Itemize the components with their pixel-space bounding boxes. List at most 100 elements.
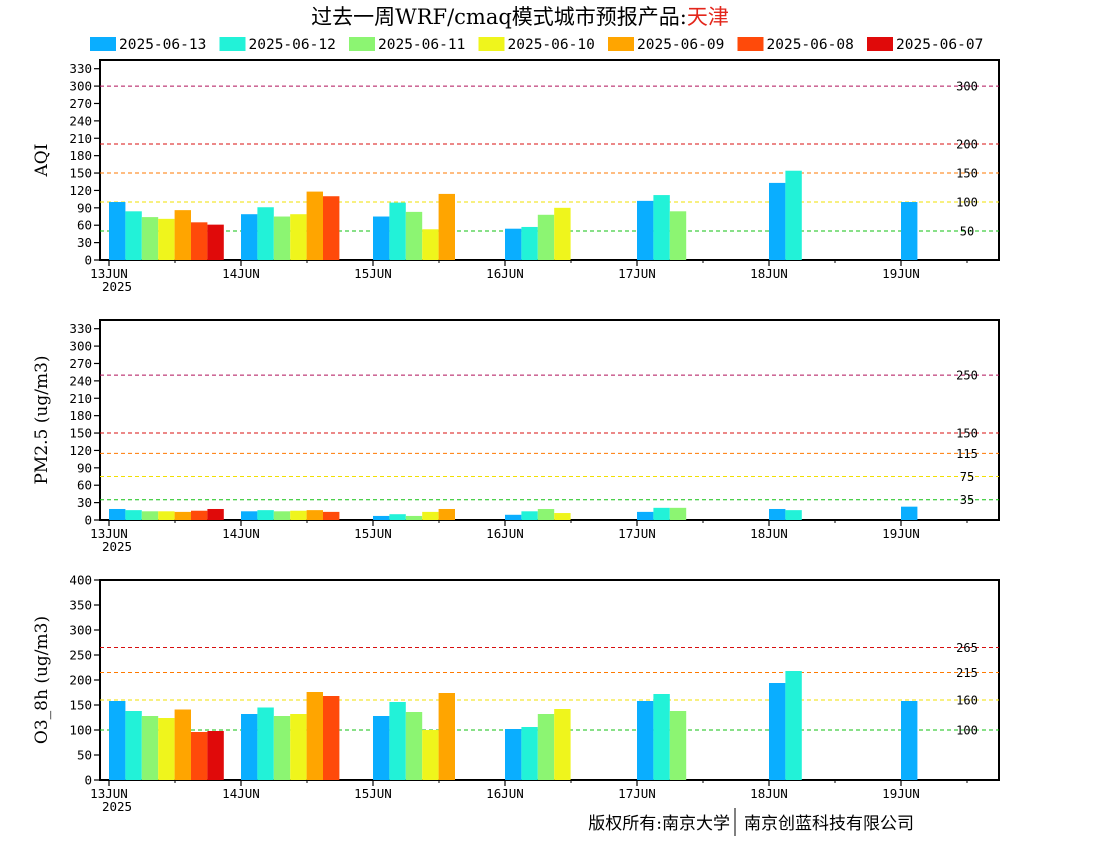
bar	[422, 511, 439, 520]
bar	[257, 707, 274, 780]
bar	[207, 508, 224, 520]
bar	[323, 196, 340, 260]
bar	[438, 693, 455, 780]
legend-swatch	[349, 37, 375, 51]
bar	[158, 218, 175, 260]
bar	[109, 202, 126, 260]
threshold-label: 215	[956, 666, 978, 680]
bar	[273, 511, 291, 520]
bar	[389, 202, 406, 260]
y-tick-label: 150	[69, 166, 92, 181]
bar	[141, 217, 159, 260]
bar	[637, 200, 654, 260]
bar	[241, 511, 258, 520]
x-tick-label: 14JUN	[222, 786, 260, 801]
legend-label: 2025-06-09	[637, 37, 724, 53]
y-tick-label: 120	[69, 183, 92, 198]
y-tick-label: 180	[69, 148, 92, 163]
bar	[669, 711, 687, 780]
x-tick-label: 18JUN	[750, 266, 788, 281]
bar	[373, 716, 390, 780]
bar	[438, 193, 455, 260]
y-tick-label: 100	[69, 723, 92, 738]
bar	[174, 709, 191, 780]
legend-swatch	[478, 37, 505, 51]
x-tick-label: 15JUN	[354, 526, 392, 541]
y-tick-label: 350	[69, 598, 92, 613]
threshold-label: 150	[956, 167, 978, 181]
bar	[306, 510, 323, 520]
bar	[637, 511, 654, 520]
legend-label: 2025-06-13	[119, 37, 206, 53]
bar	[109, 508, 126, 520]
bar	[901, 701, 918, 780]
y-tick-label: 200	[69, 673, 92, 688]
bar	[306, 692, 323, 780]
x-year-label: 2025	[102, 279, 132, 294]
bar	[257, 510, 274, 520]
bar	[290, 714, 307, 780]
x-tick-label: 19JUN	[882, 526, 920, 541]
y-tick-label: 300	[69, 79, 92, 94]
bar	[273, 216, 291, 260]
legend-swatch	[219, 37, 246, 51]
bar	[158, 511, 175, 520]
bar	[241, 714, 258, 780]
bar	[769, 683, 786, 780]
legend-label: 2025-06-12	[249, 37, 336, 53]
x-tick-label: 16JUN	[486, 786, 524, 801]
legend-label: 2025-06-11	[378, 37, 465, 53]
bar	[125, 510, 142, 520]
bar	[389, 702, 406, 780]
legend: 2025-06-13 2025-06-12 2025-06-11 2025-06-10…	[90, 37, 983, 53]
y-axis-label: AQI	[32, 144, 52, 178]
bar	[521, 727, 538, 780]
y-tick-label: 120	[69, 443, 92, 458]
x-tick-label: 16JUN	[486, 526, 524, 541]
footer-company: 南京创蓝科技有限公司	[744, 814, 914, 834]
chart-panels: AQI0306090120150180210240270300330300200…	[32, 59, 1000, 814]
x-tick-label: 19JUN	[882, 266, 920, 281]
threshold-label: 300	[956, 80, 978, 94]
y-tick-label: 90	[77, 460, 92, 475]
bar	[769, 508, 786, 520]
x-tick-label: 17JUN	[618, 786, 656, 801]
y-tick-label: 270	[69, 356, 92, 371]
chart-title: 过去一周WRF/cmaq模式城市预报产品:天津	[311, 5, 729, 29]
x-tick-label: 13JUN	[90, 786, 128, 801]
bar	[373, 216, 390, 260]
bar	[389, 514, 406, 520]
y-tick-label: 400	[69, 573, 92, 588]
bar	[901, 506, 918, 520]
y-axis-label: PM2.5 (ug/m3)	[32, 355, 52, 484]
threshold-label: 150	[956, 427, 978, 441]
legend-label: 2025-06-08	[767, 37, 854, 53]
bar	[653, 195, 670, 260]
legend-swatch	[608, 37, 634, 51]
x-tick-label: 13JUN	[90, 266, 128, 281]
y-tick-label: 60	[77, 478, 92, 493]
bar	[901, 202, 918, 260]
threshold-label: 100	[956, 196, 978, 210]
x-tick-label: 14JUN	[222, 266, 260, 281]
y-tick-label: 180	[69, 408, 92, 423]
y-tick-label: 330	[69, 61, 92, 76]
bar	[405, 211, 423, 260]
bar	[669, 211, 687, 260]
threshold-label: 250	[956, 369, 978, 383]
x-tick-label: 17JUN	[618, 266, 656, 281]
bar	[637, 701, 654, 780]
panel-1: AQI 0 30 60 90 120 150 180 210 240 270 300 330 300 200…	[32, 59, 1000, 294]
y-tick-label: 60	[77, 218, 92, 233]
bar	[158, 718, 175, 780]
threshold-label: 35	[960, 493, 974, 507]
bar	[141, 716, 159, 780]
bar	[191, 222, 208, 260]
bar	[505, 729, 522, 780]
bar	[373, 515, 390, 520]
y-tick-label: 270	[69, 96, 92, 111]
x-tick-label: 17JUN	[618, 526, 656, 541]
y-tick-label: 240	[69, 373, 92, 388]
bar	[174, 511, 191, 520]
bar	[405, 515, 423, 520]
